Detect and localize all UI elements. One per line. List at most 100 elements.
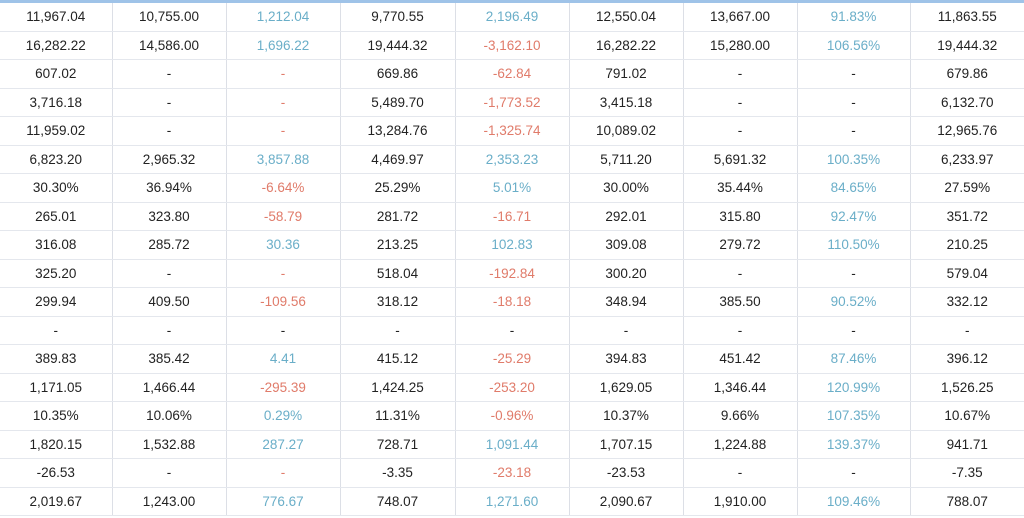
table-cell: - bbox=[226, 259, 341, 288]
table-row: 2,019.67 1,243.00 776.67 748.07 1,271.60 2,09… bbox=[0, 487, 1024, 516]
table-cell: 669.86 bbox=[340, 59, 456, 89]
table-cell: 518.04 bbox=[340, 259, 456, 288]
table-cell: 1,424.25 bbox=[340, 373, 456, 402]
table-cell: - bbox=[683, 59, 798, 89]
table-cell: - bbox=[797, 59, 911, 89]
table-cell: - bbox=[0, 316, 113, 345]
table-cell: 1,091.44 bbox=[455, 430, 570, 459]
table-row: 11,967.04 10,755.00 1,212.04 9,770.55 2,196.… bbox=[0, 0, 1024, 32]
table-cell: 10.06% bbox=[112, 401, 227, 431]
table-cell: 285.72 bbox=[112, 230, 227, 260]
table-cell: 107.35% bbox=[797, 401, 911, 431]
table-cell: - bbox=[112, 88, 227, 117]
table-cell: -1,325.74 bbox=[455, 116, 570, 146]
table-row: 299.94 409.50 -109.56 318.12 -18.18 348.94 385… bbox=[0, 287, 1024, 317]
table-cell: 1,696.22 bbox=[226, 31, 341, 60]
table-cell: 1,212.04 bbox=[226, 0, 341, 32]
table-cell: 309.08 bbox=[569, 230, 684, 260]
table-cell: -1,773.52 bbox=[455, 88, 570, 117]
table-cell: 409.50 bbox=[112, 287, 227, 317]
table-row: 389.83 385.42 4.41 415.12 -25.29 394.83 451.42… bbox=[0, 344, 1024, 374]
table-row: 3,716.18- -5,489.70 -1,773.52 3,415.18- -6,1… bbox=[0, 88, 1024, 117]
table-cell: - bbox=[683, 458, 798, 488]
table-cell: 265.01 bbox=[0, 202, 113, 231]
table-cell: 2,965.32 bbox=[112, 145, 227, 174]
table-cell: - bbox=[112, 59, 227, 89]
table-cell: 4,469.97 bbox=[340, 145, 456, 174]
table-cell: - bbox=[226, 88, 341, 117]
table-cell: 210.25 bbox=[910, 230, 1024, 260]
table-cell: 279.72 bbox=[683, 230, 798, 260]
table-cell: 15,280.00 bbox=[683, 31, 798, 60]
table-cell: 120.99% bbox=[797, 373, 911, 402]
table-cell: -16.71 bbox=[455, 202, 570, 231]
table-cell: 679.86 bbox=[910, 59, 1024, 89]
table-cell: - bbox=[683, 316, 798, 345]
table-cell: -3.35 bbox=[340, 458, 456, 488]
table-cell: -6.64% bbox=[226, 173, 341, 203]
table-cell: 2,353.23 bbox=[455, 145, 570, 174]
table-cell: 30.30% bbox=[0, 173, 113, 203]
table-cell: 607.02 bbox=[0, 59, 113, 89]
table-cell: - bbox=[910, 316, 1024, 345]
table-cell: - bbox=[226, 458, 341, 488]
table-cell: -0.96% bbox=[455, 401, 570, 431]
table-cell: -3,162.10 bbox=[455, 31, 570, 60]
table-cell: 385.42 bbox=[112, 344, 227, 374]
table-cell: - bbox=[226, 116, 341, 146]
table-cell: 12,965.76 bbox=[910, 116, 1024, 146]
table-cell: -62.84 bbox=[455, 59, 570, 89]
table-row: 11,959.02- -13,284.76 -1,325.74 10,089.02- -… bbox=[0, 116, 1024, 146]
table-cell: 10.67% bbox=[910, 401, 1024, 431]
table-cell: 11,959.02 bbox=[0, 116, 113, 146]
table-cell: 1,910.00 bbox=[683, 487, 798, 516]
table-cell: -23.18 bbox=[455, 458, 570, 488]
table-cell: -192.84 bbox=[455, 259, 570, 288]
table-cell: 36.94% bbox=[112, 173, 227, 203]
table-cell: 1,820.15 bbox=[0, 430, 113, 459]
table-cell: - bbox=[226, 316, 341, 345]
table-cell: 30.00% bbox=[569, 173, 684, 203]
table-cell: 1,526.25 bbox=[910, 373, 1024, 402]
table-cell: 11,967.04 bbox=[0, 0, 113, 32]
table-cell: -7.35 bbox=[910, 458, 1024, 488]
table-cell: 0.29% bbox=[226, 401, 341, 431]
table-row: --------- bbox=[0, 316, 1024, 345]
table-cell: 2,090.67 bbox=[569, 487, 684, 516]
table-cell: 213.25 bbox=[340, 230, 456, 260]
table-cell: 287.27 bbox=[226, 430, 341, 459]
table-row: 16,282.22 14,586.00 1,696.22 19,444.32 -3,16… bbox=[0, 31, 1024, 60]
table-row: 1,820.15 1,532.88 287.27 728.71 1,091.44 1,70… bbox=[0, 430, 1024, 459]
table-cell: 332.12 bbox=[910, 287, 1024, 317]
table-cell: 5,691.32 bbox=[683, 145, 798, 174]
table-cell: -295.39 bbox=[226, 373, 341, 402]
table-cell: 1,346.44 bbox=[683, 373, 798, 402]
table-cell: 10,755.00 bbox=[112, 0, 227, 32]
table-cell: - bbox=[226, 59, 341, 89]
table-cell: - bbox=[683, 259, 798, 288]
table-cell: 415.12 bbox=[340, 344, 456, 374]
table-cell: 1,171.05 bbox=[0, 373, 113, 402]
table-row: 265.01 323.80 -58.79 281.72 -16.71 292.01 315.… bbox=[0, 202, 1024, 231]
table-cell: - bbox=[112, 116, 227, 146]
table-cell: 389.83 bbox=[0, 344, 113, 374]
table-cell: 315.80 bbox=[683, 202, 798, 231]
table-cell: 1,466.44 bbox=[112, 373, 227, 402]
table-cell: 5,711.20 bbox=[569, 145, 684, 174]
table-cell: 281.72 bbox=[340, 202, 456, 231]
table-cell: 2,196.49 bbox=[455, 0, 570, 32]
table-cell: 323.80 bbox=[112, 202, 227, 231]
table-cell: 109.46% bbox=[797, 487, 911, 516]
table-cell: 385.50 bbox=[683, 287, 798, 317]
table-cell: 10.37% bbox=[569, 401, 684, 431]
table-cell: 351.72 bbox=[910, 202, 1024, 231]
table-cell: 1,224.88 bbox=[683, 430, 798, 459]
table-cell: 579.04 bbox=[910, 259, 1024, 288]
table-cell: 1,243.00 bbox=[112, 487, 227, 516]
table-cell: 6,823.20 bbox=[0, 145, 113, 174]
table-cell: 14,586.00 bbox=[112, 31, 227, 60]
table-cell: -18.18 bbox=[455, 287, 570, 317]
